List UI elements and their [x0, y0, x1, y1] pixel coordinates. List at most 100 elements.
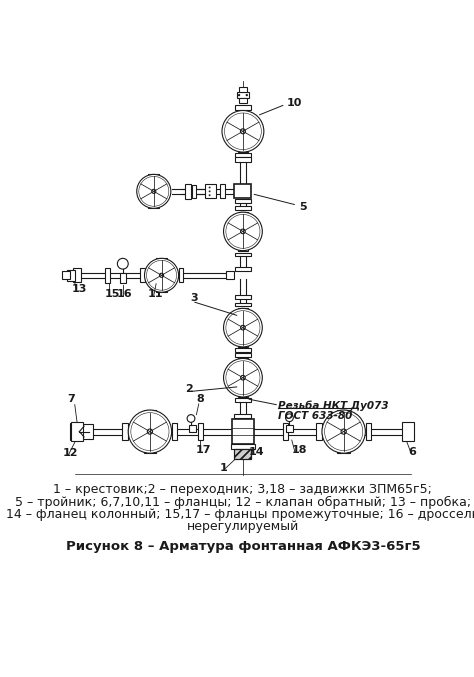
Circle shape: [128, 410, 172, 453]
Circle shape: [145, 259, 179, 292]
Text: 1 – крестовик;2 – переходник; 3,18 – задвижки ЗПМ65г5;: 1 – крестовик;2 – переходник; 3,18 – зад…: [54, 483, 432, 496]
Text: 7: 7: [67, 394, 75, 404]
Bar: [237, 358, 248, 397]
Circle shape: [238, 94, 240, 96]
Bar: [71, 423, 76, 440]
Text: 14: 14: [249, 447, 265, 457]
Text: Рисунок 8 – Арматура фонтанная АФКЭ3-65г5: Рисунок 8 – Арматура фонтанная АФКЭ3-65г…: [65, 540, 420, 553]
Circle shape: [160, 274, 164, 278]
Text: 1: 1: [219, 463, 228, 473]
Circle shape: [224, 212, 262, 250]
Bar: [67, 270, 75, 281]
Bar: [205, 184, 216, 198]
Text: 5: 5: [299, 202, 306, 212]
Bar: [286, 424, 293, 432]
Bar: [75, 424, 93, 439]
Bar: [235, 303, 251, 307]
Bar: [235, 206, 251, 211]
Bar: [144, 410, 156, 453]
Circle shape: [209, 194, 210, 196]
Bar: [235, 348, 251, 352]
Bar: [63, 271, 70, 279]
Text: ГОСТ 633-80: ГОСТ 633-80: [278, 411, 352, 421]
Circle shape: [241, 229, 245, 234]
Circle shape: [209, 187, 210, 188]
Text: Резьба НКТ Ду073: Резьба НКТ Ду073: [278, 401, 388, 412]
Text: 6: 6: [408, 447, 416, 457]
Bar: [337, 410, 350, 453]
Bar: [192, 185, 196, 198]
Bar: [402, 422, 414, 441]
Text: 3: 3: [190, 292, 198, 303]
Bar: [235, 184, 251, 198]
Bar: [105, 267, 110, 283]
Text: 2: 2: [185, 384, 192, 393]
Circle shape: [137, 175, 171, 209]
Circle shape: [209, 190, 210, 192]
Text: 12: 12: [63, 448, 78, 458]
Bar: [232, 419, 254, 444]
Bar: [235, 414, 251, 418]
Bar: [283, 423, 288, 440]
Circle shape: [322, 410, 365, 453]
Bar: [185, 183, 191, 199]
Bar: [237, 309, 248, 347]
Circle shape: [224, 358, 262, 397]
Circle shape: [341, 429, 346, 434]
Bar: [235, 353, 251, 357]
Circle shape: [222, 110, 264, 152]
Bar: [156, 259, 167, 292]
Bar: [239, 87, 247, 92]
Bar: [73, 268, 81, 282]
Text: нерегулируемый: нерегулируемый: [187, 520, 299, 533]
Bar: [316, 423, 321, 440]
Bar: [235, 200, 251, 203]
Text: 11: 11: [147, 289, 163, 299]
Bar: [179, 268, 183, 282]
Bar: [235, 295, 251, 299]
Circle shape: [118, 259, 128, 269]
Circle shape: [147, 429, 153, 434]
Circle shape: [241, 326, 245, 330]
Bar: [120, 273, 126, 283]
Text: 8: 8: [196, 394, 204, 404]
Circle shape: [240, 129, 246, 134]
Text: 5 – тройник; 6,7,10,11 – фланцы; 12 – клапан обратный; 13 – пробка;: 5 – тройник; 6,7,10,11 – фланцы; 12 – кл…: [15, 496, 471, 508]
Circle shape: [224, 309, 262, 347]
Bar: [235, 158, 251, 162]
Text: 16: 16: [117, 289, 132, 299]
Bar: [235, 267, 251, 271]
Bar: [226, 271, 234, 279]
Bar: [122, 423, 128, 440]
Text: 17: 17: [196, 445, 211, 455]
Bar: [220, 184, 225, 198]
Bar: [140, 268, 145, 282]
Bar: [235, 105, 251, 110]
Bar: [71, 422, 83, 441]
Text: 13: 13: [72, 284, 87, 294]
Circle shape: [241, 375, 245, 380]
Bar: [235, 253, 251, 257]
Bar: [148, 175, 159, 209]
Text: 15: 15: [104, 289, 119, 299]
Bar: [366, 423, 371, 440]
Bar: [235, 449, 251, 459]
Circle shape: [187, 414, 195, 422]
Bar: [172, 423, 177, 440]
Bar: [235, 450, 251, 459]
Bar: [238, 110, 247, 152]
Text: 10: 10: [287, 97, 302, 108]
Bar: [230, 444, 255, 450]
Circle shape: [152, 190, 156, 194]
Bar: [235, 153, 251, 158]
Text: 14 – фланец колонный; 15,17 – фланцы промежуточные; 16 – дроссель: 14 – фланец колонный; 15,17 – фланцы про…: [7, 508, 474, 521]
Circle shape: [285, 414, 293, 422]
Text: 18: 18: [292, 445, 307, 455]
Bar: [237, 92, 249, 98]
Bar: [198, 423, 203, 440]
Bar: [237, 212, 248, 250]
Circle shape: [246, 94, 248, 96]
Bar: [235, 398, 251, 402]
Bar: [239, 98, 247, 103]
Bar: [189, 424, 196, 432]
